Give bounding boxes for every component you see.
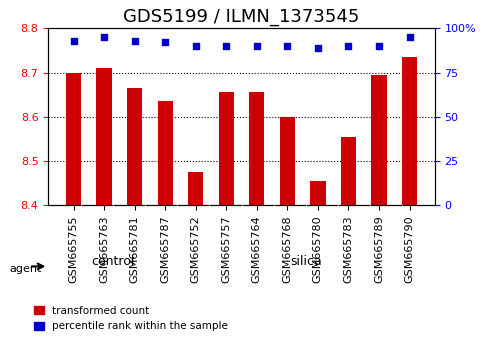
Point xyxy=(192,43,199,49)
Bar xyxy=(97,68,112,205)
Bar xyxy=(310,181,326,205)
Bar xyxy=(219,92,234,205)
Point xyxy=(406,34,413,40)
Point xyxy=(314,45,322,51)
Bar xyxy=(188,172,203,205)
Point xyxy=(131,38,139,44)
Text: agent: agent xyxy=(10,264,42,274)
Text: control: control xyxy=(91,256,134,268)
Point xyxy=(253,43,261,49)
Title: GDS5199 / ILMN_1373545: GDS5199 / ILMN_1373545 xyxy=(123,8,360,25)
Bar xyxy=(371,75,386,205)
Point xyxy=(375,43,383,49)
Bar xyxy=(127,88,142,205)
Point xyxy=(284,43,291,49)
Bar xyxy=(66,73,81,205)
Point xyxy=(222,43,230,49)
Bar xyxy=(249,92,264,205)
Bar xyxy=(157,101,173,205)
Bar xyxy=(280,117,295,205)
Bar xyxy=(402,57,417,205)
Bar xyxy=(341,137,356,205)
Legend: transformed count, percentile rank within the sample: transformed count, percentile rank withi… xyxy=(29,302,232,335)
Point xyxy=(161,40,169,45)
Point xyxy=(344,43,352,49)
Point xyxy=(100,34,108,40)
Text: silica: silica xyxy=(290,256,322,268)
Point xyxy=(70,38,77,44)
